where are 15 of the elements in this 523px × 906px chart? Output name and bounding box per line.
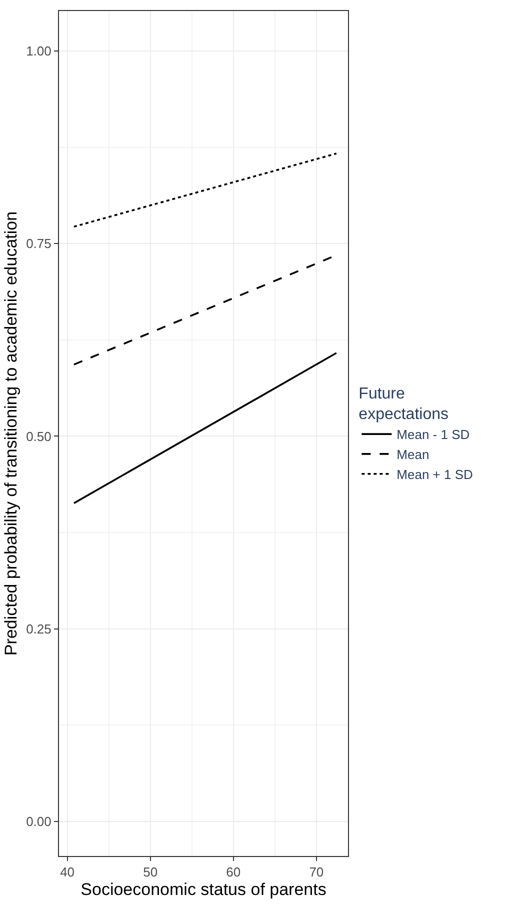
- y-tick-label: 0.00: [26, 814, 52, 829]
- x-tick-label: 60: [226, 864, 241, 880]
- legend-title: Future expectations: [358, 385, 449, 424]
- x-axis-title: Socioeconomic status of parents: [80, 880, 326, 899]
- y-tick-label: 0.25: [26, 621, 52, 636]
- x-tick-label: 70: [309, 864, 324, 880]
- x-tick-label: 50: [143, 864, 158, 880]
- y-tick-label: 1.00: [26, 44, 52, 59]
- y-tick-label: 0.75: [26, 236, 52, 252]
- y-tick-label: 0.50: [26, 428, 52, 444]
- legend-label: Mean - 1 SD: [396, 427, 470, 442]
- legend-label: Mean + 1 SD: [396, 466, 473, 482]
- legend-label: Mean: [396, 447, 430, 462]
- y-axis-title: Predicted probability of transitioning to academic education: [2, 211, 21, 656]
- x-tick-label: 40: [60, 864, 75, 880]
